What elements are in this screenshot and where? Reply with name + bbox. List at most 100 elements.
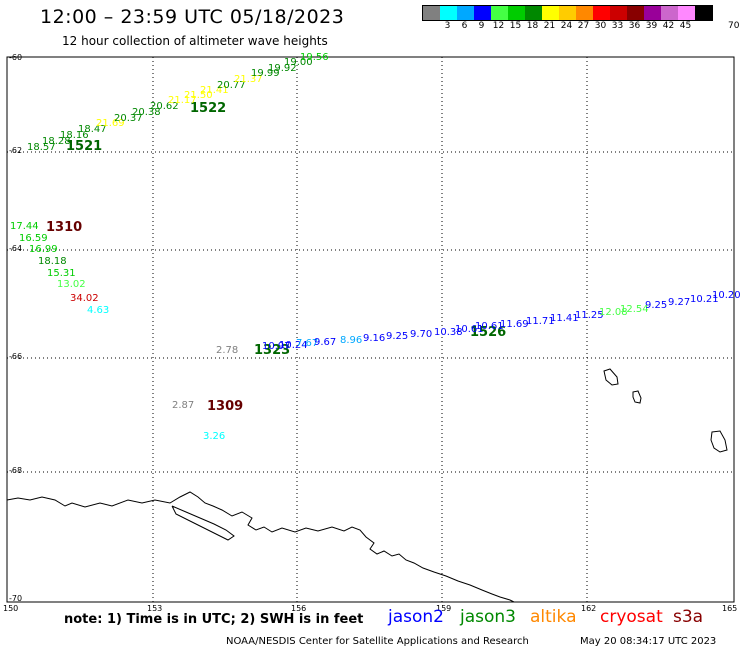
colorbar-swatch <box>695 6 712 20</box>
colorbar-label: 18 <box>526 21 539 31</box>
colorbar-swatch <box>593 6 610 20</box>
wave-height-value: 17.44 <box>10 221 39 232</box>
wave-height-value: 2.78 <box>216 345 239 356</box>
colorbar-label: 27 <box>577 21 590 31</box>
wave-height-value: 10.61 <box>475 321 504 332</box>
wave-height-value: 21.37 <box>234 74 263 85</box>
colorbar-label: 39 <box>645 21 658 31</box>
page-title: 12:00 – 23:59 UTC 05/18/2023 <box>40 6 345 28</box>
colorbar-label: 45 <box>679 21 692 31</box>
wave-height-value: 10.24 <box>279 340 308 351</box>
colorbar-swatch <box>644 6 661 20</box>
colorbar <box>422 5 713 21</box>
island-1 <box>603 368 619 386</box>
colorbar-swatch <box>457 6 474 20</box>
colorbar-swatch <box>627 6 644 20</box>
wave-height-value: 12.54 <box>620 304 649 315</box>
colorbar-swatch <box>610 6 627 20</box>
colorbar-label: 36 <box>628 21 641 31</box>
lat-tick: -66 <box>9 352 23 361</box>
wave-height-value: 18.57 <box>27 142 56 153</box>
colorbar-swatch <box>508 6 525 20</box>
colorbar-swatch <box>491 6 508 20</box>
wave-height-value: 9.25 <box>645 300 668 311</box>
wave-height-value: 21.17 <box>168 95 197 106</box>
credits: NOAA/NESDIS Center for Satellite Applica… <box>226 636 529 647</box>
map-frame <box>6 56 735 603</box>
wave-height-value: 19.92 <box>268 63 297 74</box>
legend-cryosat: cryosat <box>600 607 663 627</box>
colorbar-swatch <box>474 6 491 20</box>
colorbar-label: 12 <box>492 21 505 31</box>
colorbar-label: 21 <box>543 21 556 31</box>
wave-height-value: 18.16 <box>60 130 89 141</box>
page-subtitle: 12 hour collection of altimeter wave hei… <box>62 34 328 48</box>
legend-jason2: jason2 <box>388 607 444 627</box>
island-2 <box>632 390 642 404</box>
wave-height-value: 19.99 <box>251 68 280 79</box>
colorbar-label: 15 <box>509 21 522 31</box>
colorbar-label: 24 <box>560 21 573 31</box>
lon-tick: 153 <box>147 604 163 613</box>
wave-height-value: 16.99 <box>29 244 58 255</box>
legend-jason3: jason3 <box>460 607 516 627</box>
lon-tick: 162 <box>581 604 597 613</box>
wave-height-value: 9.16 <box>363 333 386 344</box>
wave-height-value: 9.67 <box>314 337 337 348</box>
wave-height-value: 34.02 <box>70 293 99 304</box>
wave-height-value: 19.56 <box>300 52 329 63</box>
wave-height-value: 11.25 <box>575 310 604 321</box>
wave-height-value: 10.61 <box>455 324 484 335</box>
pass-time-label: 1521 <box>66 139 103 154</box>
colorbar-swatch <box>661 6 678 20</box>
coastline <box>6 491 515 603</box>
wave-height-value: 19.00 <box>284 57 313 68</box>
pass-time-label: 1526 <box>470 325 507 340</box>
wave-height-value: 21.41 <box>200 85 229 96</box>
pass-time-label: 1323 <box>254 343 291 358</box>
lon-tick: 165 <box>722 604 738 613</box>
colorbar-label: 42 <box>662 21 675 31</box>
lon-tick: 150 <box>3 604 19 613</box>
wave-height-value: 12.08 <box>599 307 628 318</box>
wave-height-value: 11.41 <box>550 313 579 324</box>
lat-tick: -68 <box>9 466 23 475</box>
wave-height-value: 20.62 <box>150 101 179 112</box>
colorbar-swatch <box>542 6 559 20</box>
coastline-peninsula <box>171 505 235 541</box>
colorbar-swatch <box>525 6 542 20</box>
wave-height-value: 11.71 <box>526 316 555 327</box>
wave-height-value: 10.20 <box>712 290 740 301</box>
wave-height-value: 18.47 <box>78 124 107 135</box>
credit-timestamp: May 20 08:34:17 UTC 2023 <box>580 636 717 647</box>
footnote: note: 1) Time is in UTC; 2) SWH is in fe… <box>64 612 364 627</box>
wave-height-value: 18.28 <box>42 136 71 147</box>
wave-height-value: 21.50 <box>184 90 213 101</box>
wave-height-value: 21.69 <box>96 118 125 129</box>
colorbar-swatch <box>440 6 457 20</box>
wave-height-value: 20.77 <box>217 80 246 91</box>
wave-height-value: 4.63 <box>87 305 110 316</box>
wave-height-value: 9.70 <box>410 329 433 340</box>
lon-tick: 159 <box>436 604 452 613</box>
colorbar-label: 33 <box>611 21 624 31</box>
wave-height-value: 20.37 <box>114 113 143 124</box>
colorbar-label: 3 <box>444 21 451 31</box>
wave-height-value: 3.26 <box>203 431 226 442</box>
colorbar-swatch <box>576 6 593 20</box>
pass-time-label: 1309 <box>207 399 244 414</box>
colorbar-swatch <box>559 6 576 20</box>
wave-height-value: 10.97 <box>262 341 291 352</box>
wave-height-value: 16.59 <box>19 233 48 244</box>
wave-height-value: 9.25 <box>386 331 409 342</box>
wave-height-value: 2.87 <box>172 400 195 411</box>
colorbar-unit: 70 (ft) <box>728 21 740 31</box>
lon-tick: 156 <box>291 604 307 613</box>
wave-height-value: 10.38 <box>434 327 463 338</box>
wave-height-value: 9.27 <box>668 297 691 308</box>
island-3 <box>710 430 728 453</box>
pass-time-label: 1522 <box>190 101 227 116</box>
legend-altika: altika <box>530 607 577 627</box>
colorbar-label: 9 <box>478 21 485 31</box>
